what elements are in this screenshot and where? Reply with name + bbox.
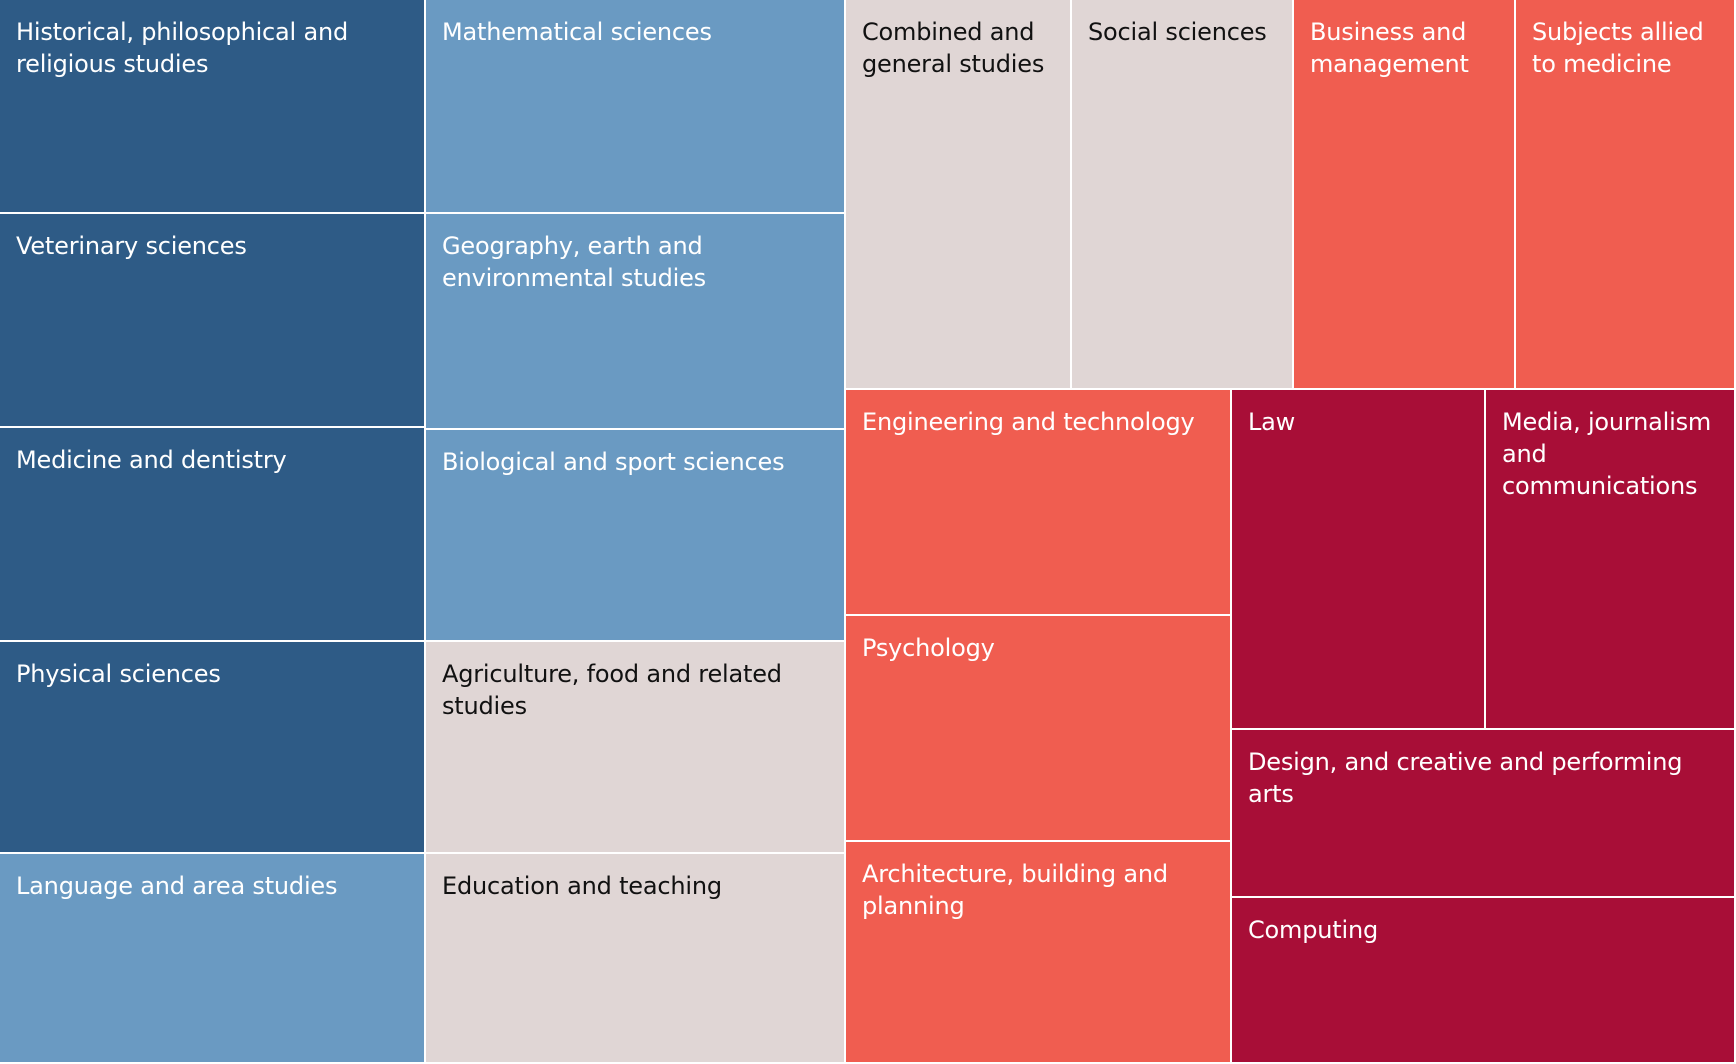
treemap-tile[interactable]: Law bbox=[1232, 390, 1486, 730]
treemap-tile[interactable]: Geography, earth and environmental studi… bbox=[426, 214, 846, 430]
treemap-tile[interactable]: Agriculture, food and related studies bbox=[426, 642, 846, 854]
treemap-tile-label: Medicine and dentistry bbox=[16, 446, 287, 474]
treemap-tile-label: Architecture, building and planning bbox=[862, 860, 1168, 920]
treemap-tile[interactable]: Medicine and dentistry bbox=[0, 428, 426, 642]
treemap-tile[interactable]: Mathematical sciences bbox=[426, 0, 846, 214]
treemap-tile[interactable]: Subjects allied to medicine bbox=[1516, 0, 1736, 390]
treemap-tile-label: Geography, earth and environmental studi… bbox=[442, 232, 706, 292]
treemap-tile[interactable]: Psychology bbox=[846, 616, 1232, 842]
treemap-tile-label: Subjects allied to medicine bbox=[1532, 18, 1704, 78]
treemap-tile[interactable]: Biological and sport sciences bbox=[426, 430, 846, 642]
treemap-tile-label: Design, and creative and performing arts bbox=[1248, 748, 1683, 808]
treemap-tile-label: Physical sciences bbox=[16, 660, 221, 688]
treemap-tile[interactable]: Physical sciences bbox=[0, 642, 426, 854]
treemap-tile-label: Computing bbox=[1248, 916, 1378, 944]
treemap-tile-label: Historical, philosophical and religious … bbox=[16, 18, 348, 78]
treemap-tile[interactable]: Veterinary sciences bbox=[0, 214, 426, 428]
treemap-tile[interactable]: Education and teaching bbox=[426, 854, 846, 1064]
treemap-tile[interactable]: Computing bbox=[1232, 898, 1736, 1064]
treemap-tile-label: Business and management bbox=[1310, 18, 1469, 78]
treemap-tile-label: Social sciences bbox=[1088, 18, 1267, 46]
treemap-tile-label: Psychology bbox=[862, 634, 995, 662]
treemap-tile-label: Combined and general studies bbox=[862, 18, 1045, 78]
treemap-tile-label: Education and teaching bbox=[442, 872, 722, 900]
treemap-tile-label: Agriculture, food and related studies bbox=[442, 660, 782, 720]
treemap-tile-label: Language and area studies bbox=[16, 872, 338, 900]
treemap-tile-label: Biological and sport sciences bbox=[442, 448, 785, 476]
treemap-tile[interactable]: Combined and general studies bbox=[846, 0, 1072, 390]
treemap-tile[interactable]: Engineering and technology bbox=[846, 390, 1232, 616]
treemap-tile-label: Engineering and technology bbox=[862, 408, 1195, 436]
treemap-tile-label: Mathematical sciences bbox=[442, 18, 712, 46]
treemap-tile[interactable]: Social sciences bbox=[1072, 0, 1294, 390]
treemap-tile[interactable]: Architecture, building and planning bbox=[846, 842, 1232, 1064]
treemap-tile[interactable]: Historical, philosophical and religious … bbox=[0, 0, 426, 214]
treemap-tile[interactable]: Design, and creative and performing arts bbox=[1232, 730, 1736, 898]
treemap-tile-label: Law bbox=[1248, 408, 1296, 436]
treemap-tile[interactable]: Language and area studies bbox=[0, 854, 426, 1064]
treemap-tile[interactable]: Business and management bbox=[1294, 0, 1516, 390]
treemap-tile-label: Media, journalism and communications bbox=[1502, 408, 1712, 500]
treemap-tile[interactable]: Media, journalism and communications bbox=[1486, 390, 1736, 730]
treemap-tile-label: Veterinary sciences bbox=[16, 232, 247, 260]
